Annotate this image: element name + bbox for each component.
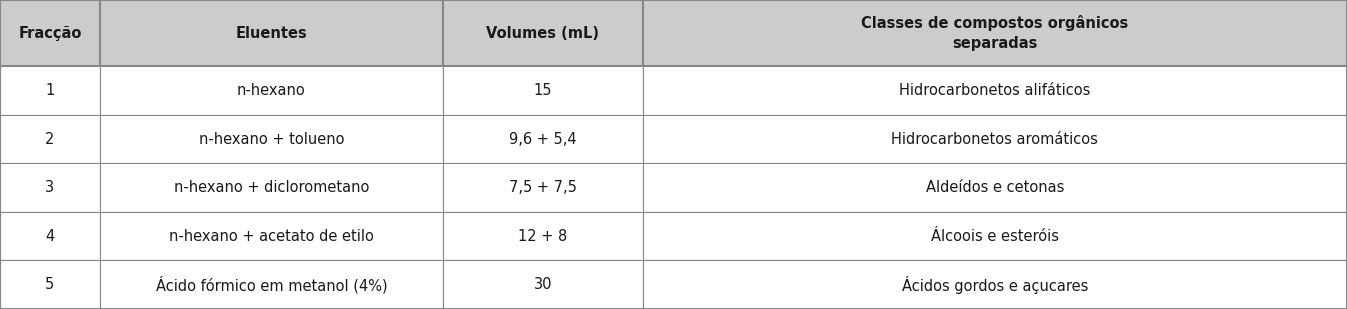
Text: n-hexano: n-hexano [237,83,306,98]
Text: 12 + 8: 12 + 8 [519,229,567,244]
Bar [443,66,643,115]
Text: Aldeídos e cetonas: Aldeídos e cetonas [925,180,1064,195]
Text: Eluentes: Eluentes [236,26,307,41]
Bar [100,66,443,115]
Bar [0,212,100,260]
Text: Álcoois e esteróis: Álcoois e esteróis [931,229,1059,244]
Text: n-hexano + diclorometano: n-hexano + diclorometano [174,180,369,195]
Text: 1: 1 [46,83,54,98]
Bar [100,260,443,309]
Bar [0,115,100,163]
Text: n-hexano + tolueno: n-hexano + tolueno [198,132,345,147]
Text: Hidrocarbonetos aromáticos: Hidrocarbonetos aromáticos [892,132,1098,147]
Bar [643,163,1347,212]
Bar [443,0,643,66]
Text: Ácidos gordos e açucares: Ácidos gordos e açucares [901,276,1088,294]
Text: 30: 30 [533,277,552,292]
Text: Hidrocarbonetos alifáticos: Hidrocarbonetos alifáticos [898,83,1091,98]
Bar [643,212,1347,260]
Text: Volumes (mL): Volumes (mL) [486,26,599,41]
Text: Classes de compostos orgânicos
separadas: Classes de compostos orgânicos separadas [861,15,1129,51]
Text: 7,5 + 7,5: 7,5 + 7,5 [509,180,577,195]
Bar [443,115,643,163]
Bar [643,66,1347,115]
Bar [643,115,1347,163]
Bar [443,163,643,212]
Text: 2: 2 [46,132,54,147]
Bar [643,260,1347,309]
Text: Fracção: Fracção [18,26,82,41]
Bar [0,260,100,309]
Text: Ácido fórmico em metanol (4%): Ácido fórmico em metanol (4%) [156,276,387,294]
Bar [0,66,100,115]
Text: 3: 3 [46,180,54,195]
Bar [0,163,100,212]
Bar [100,163,443,212]
Text: 9,6 + 5,4: 9,6 + 5,4 [509,132,577,147]
Bar [643,0,1347,66]
Text: 5: 5 [46,277,54,292]
Bar [100,0,443,66]
Text: 4: 4 [46,229,54,244]
Text: n-hexano + acetato de etilo: n-hexano + acetato de etilo [168,229,374,244]
Bar [443,260,643,309]
Bar [0,0,100,66]
Bar [443,212,643,260]
Bar [100,115,443,163]
Bar [100,212,443,260]
Text: 15: 15 [533,83,552,98]
